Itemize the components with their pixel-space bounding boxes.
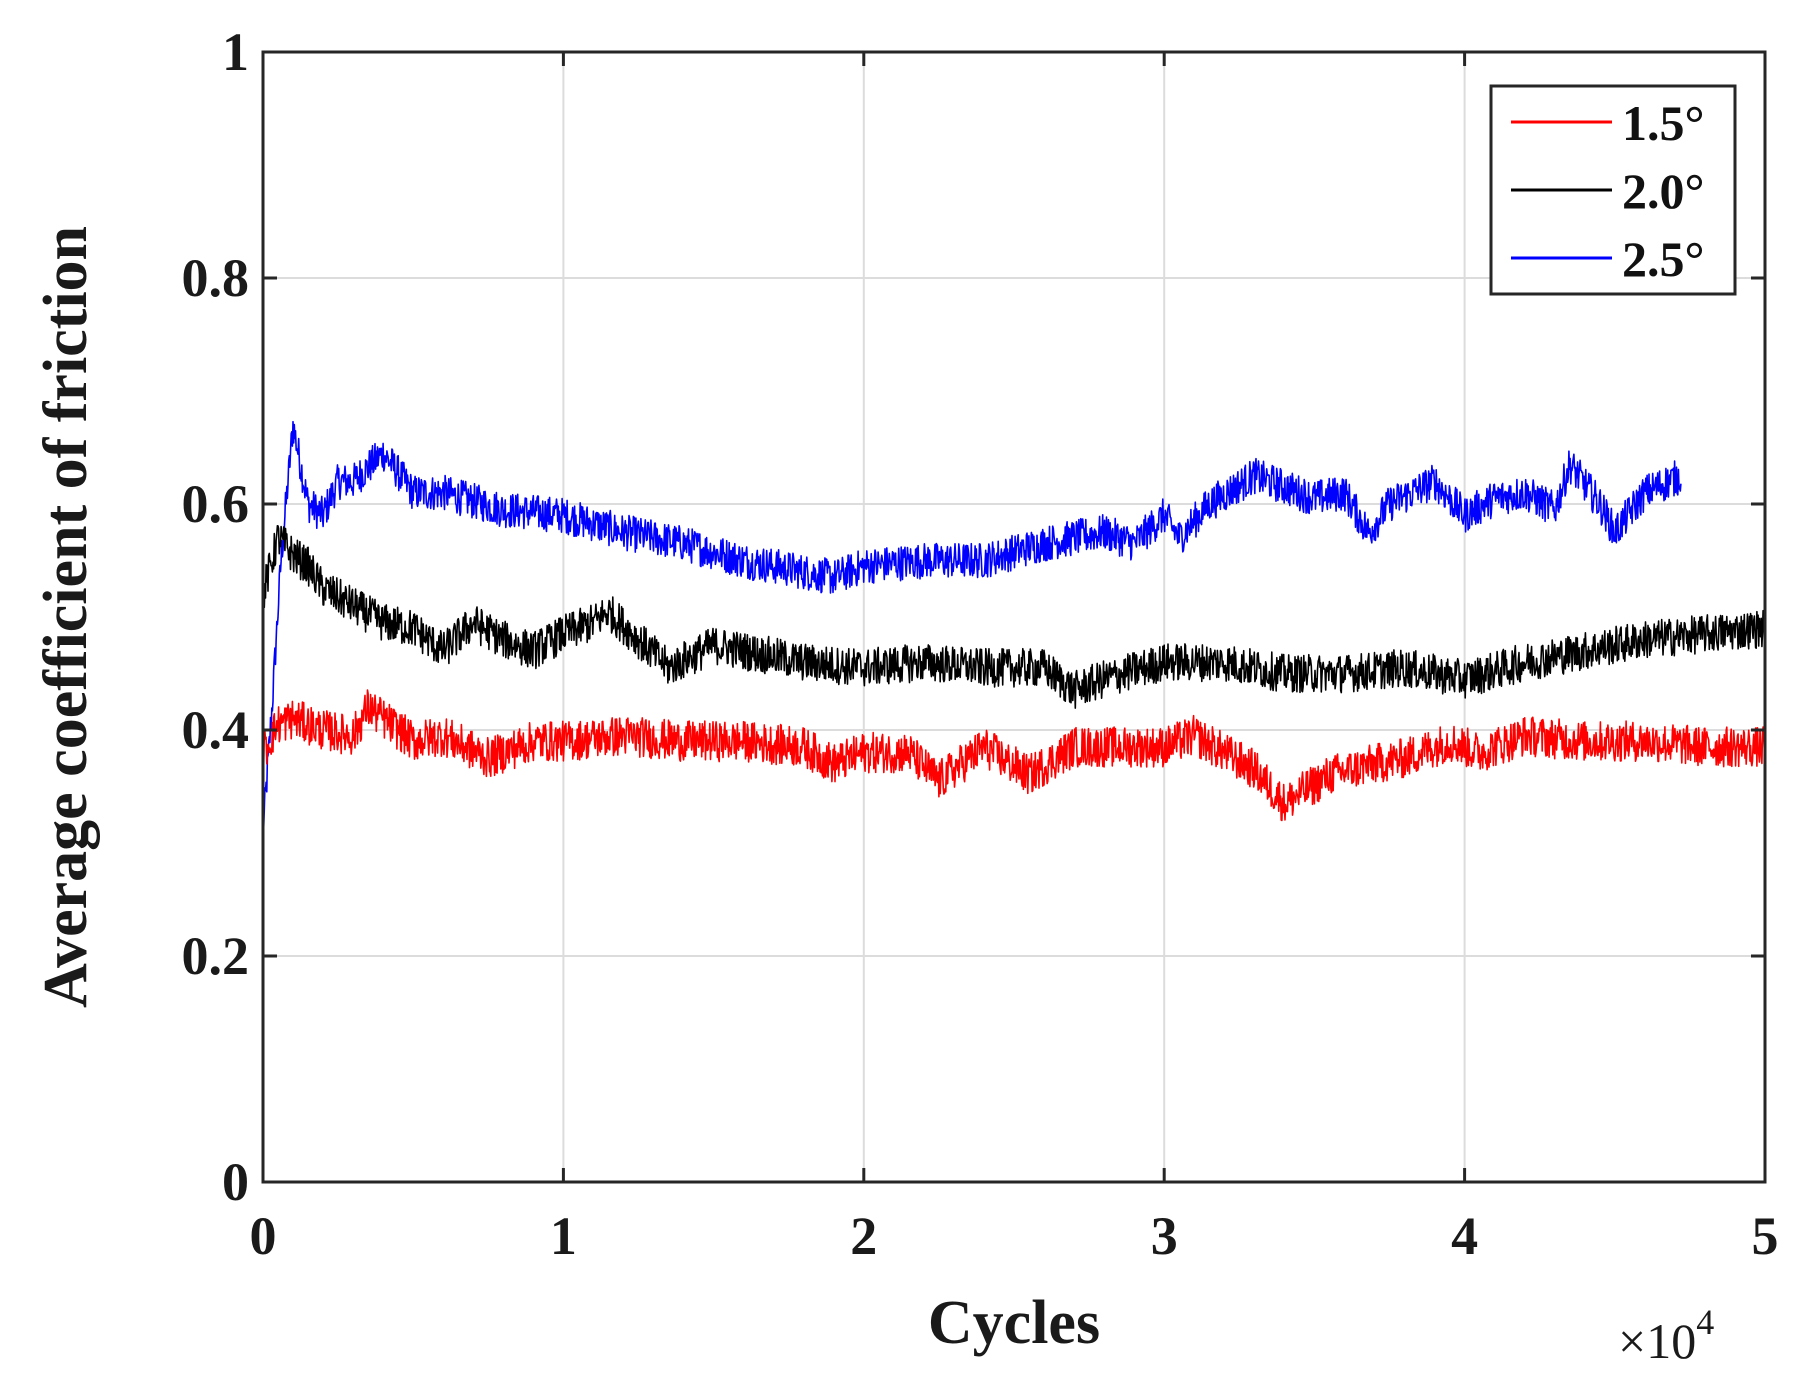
series-line-1: [262, 689, 1766, 822]
x-tick-label: 0: [250, 1206, 277, 1266]
x-axis-multiplier-exponent: 4: [1696, 1302, 1714, 1342]
y-tick-label: 0.8: [182, 248, 250, 308]
tick-labels: 0 1 2 3 4 5 0 0.2 0.4 0.6 0.8 1: [182, 22, 1779, 1266]
y-tick-label: 0: [222, 1152, 249, 1212]
legend-label-1: 1.5°: [1622, 95, 1705, 151]
x-axis-multiplier-base: ×10: [1618, 1313, 1696, 1369]
series-line-3: [262, 420, 1682, 831]
x-tick-label: 4: [1451, 1206, 1478, 1266]
x-tick-label: 3: [1151, 1206, 1178, 1266]
legend: 1.5° 2.0° 2.5°: [1489, 84, 1737, 296]
y-tick-label: 0.4: [182, 700, 250, 760]
x-tick-label: 2: [850, 1206, 877, 1266]
axis-ticks: [261, 50, 1767, 1184]
y-tick-label: 0.2: [182, 926, 250, 986]
legend-label-2: 2.0°: [1622, 163, 1705, 219]
y-tick-label: 1: [222, 22, 249, 82]
series-line-2: [262, 525, 1766, 709]
series-layer: [262, 420, 1766, 831]
y-axis-title: Average coefficient of friction: [32, 226, 100, 1008]
x-tick-label: 5: [1752, 1206, 1779, 1266]
legend-label-3: 2.5°: [1622, 231, 1705, 287]
plot-frame: [261, 50, 1767, 1184]
x-axis-title: Cycles: [928, 1289, 1100, 1357]
y-tick-label: 0.6: [182, 474, 250, 534]
x-tick-label: 1: [550, 1206, 577, 1266]
x-axis-multiplier: ×104: [1618, 1302, 1714, 1369]
